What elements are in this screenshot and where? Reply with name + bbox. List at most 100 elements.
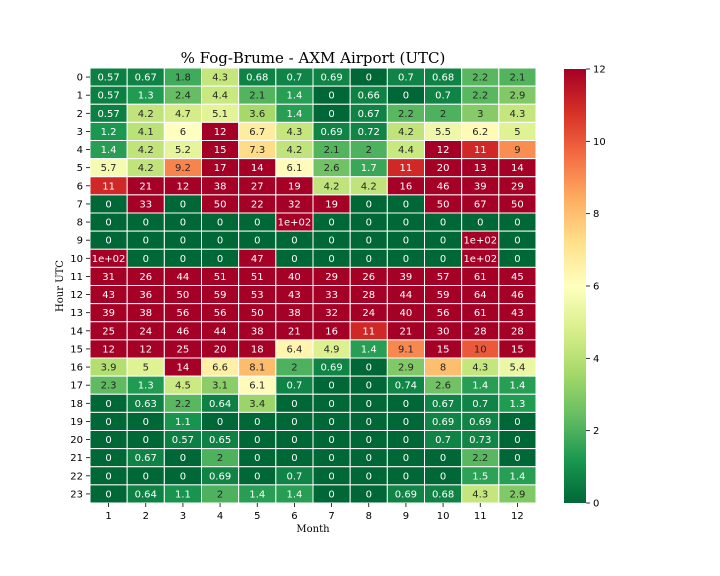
cell-value-label: 36 (139, 290, 152, 301)
cell-value-label: 0 (291, 254, 297, 265)
cell-value-label: 1.4 (286, 109, 302, 120)
cell-value-label: 2.6 (324, 163, 340, 174)
y-tick-label: 23 (70, 489, 83, 500)
cell-value-label: 16 (400, 181, 413, 192)
y-axis-label: Hour UTC (55, 260, 66, 312)
cell-value-label: 39 (102, 308, 115, 319)
cell-value-label: 6.1 (249, 381, 265, 392)
cell-value-label: 0 (328, 236, 334, 247)
cell-value-label: 6.7 (249, 127, 265, 138)
cell-value-label: 25 (102, 326, 115, 337)
cell-value-label: 1.3 (138, 91, 154, 102)
cell-value-label: 0.68 (432, 489, 454, 500)
y-tick-label: 4 (77, 145, 83, 156)
cell-value-label: 0 (328, 489, 334, 500)
cell-value-label: 0 (328, 453, 334, 464)
cell-value-label: 24 (362, 308, 375, 319)
cell-value-label: 44 (177, 272, 190, 283)
y-tick-label: 21 (70, 453, 83, 464)
y-tick-label: 8 (77, 218, 83, 229)
cell-value-label: 2.9 (509, 91, 525, 102)
cell-value-label: 24 (139, 326, 152, 337)
cell-value-label: 0.7 (286, 73, 302, 84)
cell-value-label: 0 (180, 453, 186, 464)
cell-value-label: 4.2 (286, 145, 302, 156)
cell-value-label: 0.67 (135, 73, 157, 84)
cell-value-label: 0 (143, 218, 149, 229)
cell-value-label: 5 (143, 363, 149, 374)
cell-value-label: 0.57 (172, 435, 194, 446)
cell-value-label: 0 (477, 218, 483, 229)
cell-value-label: 21 (139, 181, 152, 192)
cell-value-label: 0 (180, 218, 186, 229)
cell-value-label: 2.4 (175, 91, 191, 102)
cell-value-label: 0 (105, 417, 111, 428)
cell-value-label: 2.9 (509, 489, 525, 500)
cell-value-label: 1.4 (361, 344, 377, 355)
cell-value-label: 5.1 (212, 109, 228, 120)
y-tick-label: 7 (77, 199, 83, 210)
cell-value-label: 10 (474, 344, 487, 355)
cell-value-label: 0.72 (358, 127, 380, 138)
cell-value-label: 17 (214, 163, 227, 174)
cell-value-label: 0 (143, 417, 149, 428)
cell-value-label: 4.2 (138, 109, 154, 120)
cell-value-label: 22 (251, 199, 264, 210)
cell-value-label: 26 (362, 272, 375, 283)
cell-value-label: 4.4 (212, 91, 228, 102)
cell-value-label: 2.2 (472, 453, 488, 464)
cell-value-label: 50 (214, 199, 227, 210)
x-tick-label: 10 (437, 511, 450, 522)
cell-value-label: 50 (511, 199, 524, 210)
cell-value-label: 50 (437, 199, 450, 210)
cell-value-label: 5.7 (101, 163, 117, 174)
cell-value-label: 0 (403, 471, 409, 482)
x-tick-label: 11 (474, 511, 487, 522)
cell-value-label: 6.4 (286, 344, 302, 355)
cell-value-label: 7.3 (249, 145, 265, 156)
cell-value-label: 0 (254, 236, 260, 247)
cell-value-label: 0 (328, 91, 334, 102)
cell-value-label: 0 (328, 417, 334, 428)
cell-value-label: 0 (366, 199, 372, 210)
cell-value-label: 0.7 (435, 91, 451, 102)
cell-value-label: 4.2 (398, 127, 414, 138)
cell-value-label: 33 (139, 199, 152, 210)
cell-value-label: 14 (177, 363, 190, 374)
cell-value-label: 25 (177, 344, 190, 355)
cell-value-label: 0 (366, 218, 372, 229)
cell-value-label: 0.69 (320, 127, 342, 138)
cell-value-label: 15 (214, 145, 227, 156)
cell-value-label: 0 (143, 236, 149, 247)
cell-value-label: 0 (291, 417, 297, 428)
cell-value-label: 13 (474, 163, 487, 174)
cell-value-label: 2 (217, 453, 223, 464)
cell-value-label: 2 (366, 145, 372, 156)
cell-value-label: 11 (102, 181, 115, 192)
cell-value-label: 29 (325, 272, 338, 283)
colorbar-tick-label: 6 (593, 282, 599, 293)
cell-value-label: 0.67 (432, 399, 454, 410)
cell-value-label: 6.2 (472, 127, 488, 138)
cell-value-label: 2.2 (175, 399, 191, 410)
cell-value-label: 1e+02 (463, 254, 497, 265)
cell-value-label: 4.3 (472, 489, 488, 500)
cell-value-label: 0.7 (435, 435, 451, 446)
cell-value-label: 0.7 (286, 471, 302, 482)
cell-value-label: 0 (403, 218, 409, 229)
cell-value-label: 21 (400, 326, 413, 337)
cell-value-label: 4.2 (138, 163, 154, 174)
colorbar-gradient (564, 69, 586, 503)
cell-value-label: 0 (254, 417, 260, 428)
cell-value-label: 1.1 (175, 489, 191, 500)
cell-value-label: 9.1 (398, 344, 414, 355)
cell-value-label: 0 (366, 399, 372, 410)
cell-value-label: 20 (214, 344, 227, 355)
cell-value-label: 0 (143, 435, 149, 446)
colorbar-tick-label: 10 (593, 137, 606, 148)
y-tick-label: 10 (70, 254, 83, 265)
cell-value-label: 39 (400, 272, 413, 283)
cell-value-label: 50 (177, 290, 190, 301)
cell-value-label: 4.3 (212, 73, 228, 84)
cell-value-label: 18 (251, 344, 264, 355)
